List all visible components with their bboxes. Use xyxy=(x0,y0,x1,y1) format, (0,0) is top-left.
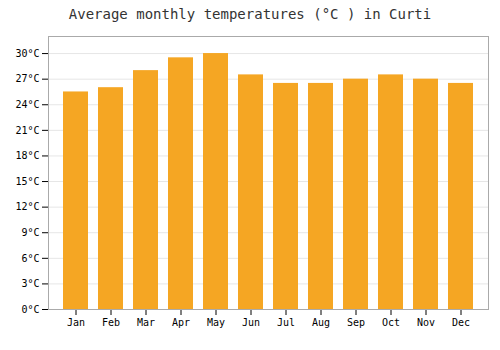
svg-text:Sep: Sep xyxy=(347,317,365,328)
svg-text:12°C: 12°C xyxy=(15,201,39,212)
svg-text:Apr: Apr xyxy=(172,317,190,328)
svg-text:18°C: 18°C xyxy=(15,150,39,161)
svg-text:6°C: 6°C xyxy=(21,253,39,264)
svg-text:24°C: 24°C xyxy=(15,99,39,110)
svg-text:0°C: 0°C xyxy=(21,304,39,315)
svg-text:Dec: Dec xyxy=(452,317,470,328)
svg-text:15°C: 15°C xyxy=(15,176,39,187)
svg-text:21°C: 21°C xyxy=(15,125,39,136)
svg-text:Jul: Jul xyxy=(277,317,295,328)
svg-text:9°C: 9°C xyxy=(21,227,39,238)
svg-text:30°C: 30°C xyxy=(15,48,39,59)
svg-text:May: May xyxy=(207,317,225,328)
svg-text:3°C: 3°C xyxy=(21,278,39,289)
svg-text:Aug: Aug xyxy=(312,317,330,328)
svg-text:27°C: 27°C xyxy=(15,73,39,84)
svg-text:Nov: Nov xyxy=(417,317,435,328)
svg-text:Oct: Oct xyxy=(382,317,400,328)
svg-text:Jan: Jan xyxy=(67,317,85,328)
svg-text:Mar: Mar xyxy=(137,317,155,328)
html-text:Average monthly temperatures (: Average monthly temperatures (°C ) in Cu… xyxy=(68,6,432,22)
svg-text:Jun: Jun xyxy=(242,317,260,328)
svg-text:Feb: Feb xyxy=(102,317,120,328)
